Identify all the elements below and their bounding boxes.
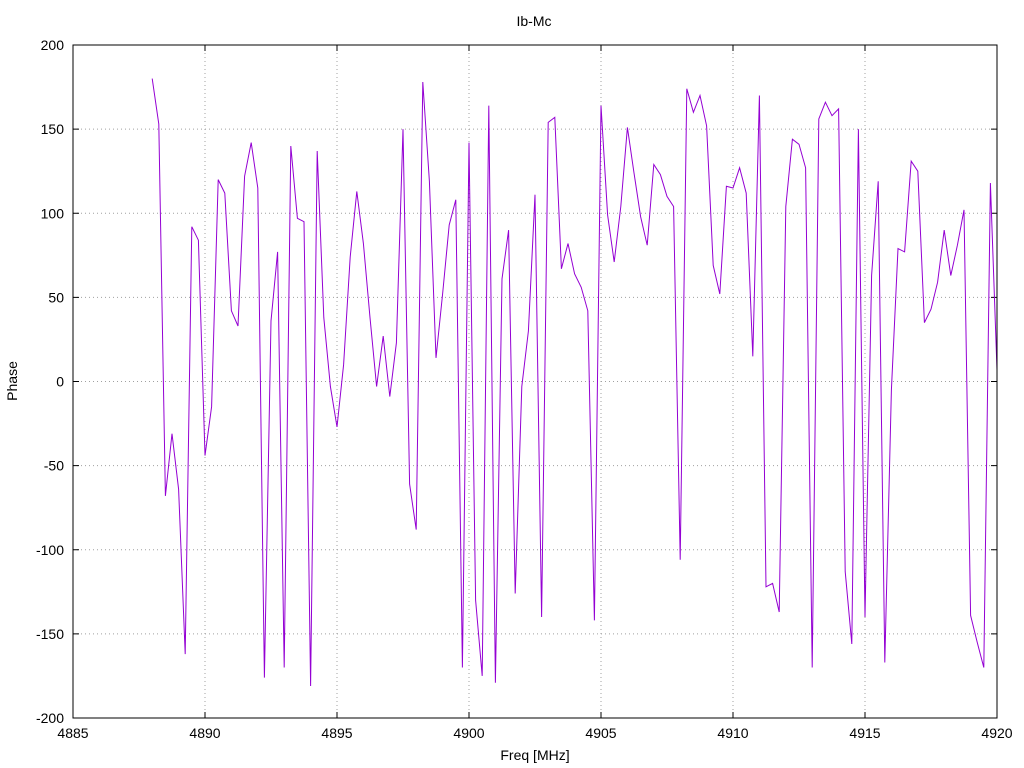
x-tick-label: 4905 bbox=[585, 725, 616, 741]
x-tick-label: 4885 bbox=[57, 725, 88, 741]
phase-series-line bbox=[151, 78, 998, 687]
y-tick-label: -50 bbox=[44, 458, 64, 474]
y-tick-label: -200 bbox=[36, 710, 64, 726]
x-tick-label: 4900 bbox=[453, 725, 484, 741]
y-axis-title: Phase bbox=[4, 361, 20, 401]
x-tick-label: 4915 bbox=[849, 725, 880, 741]
y-tick-label: 200 bbox=[41, 37, 65, 53]
x-tick-label: 4920 bbox=[981, 725, 1012, 741]
y-tick-label: -150 bbox=[36, 626, 64, 642]
chart-title: Ib-Mc bbox=[517, 13, 552, 29]
tick-labels: 4885 4890 4895 4900 4905 4910 4915 4920 -200 -150… bbox=[36, 37, 1013, 741]
data-series bbox=[151, 78, 998, 687]
y-tick-label: 0 bbox=[56, 374, 64, 390]
x-tick-label: 4910 bbox=[717, 725, 748, 741]
x-axis-title: Freq [MHz] bbox=[500, 747, 569, 763]
y-tick-label: -100 bbox=[36, 542, 64, 558]
plot-frame bbox=[72, 44, 998, 719]
x-tick-label: 4890 bbox=[189, 725, 220, 741]
x-tick-label: 4895 bbox=[321, 725, 352, 741]
y-tick-label: 50 bbox=[48, 289, 64, 305]
y-tick-label: 100 bbox=[41, 205, 65, 221]
y-tick-label: 150 bbox=[41, 121, 65, 137]
